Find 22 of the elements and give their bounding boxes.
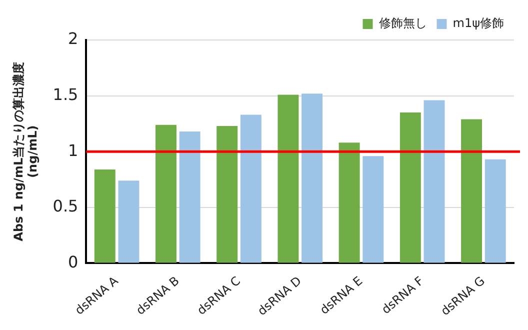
bar	[94, 169, 116, 263]
y-axis-title: Abs 1 ng/mL当たりの算出濃度 (ng/mL)	[11, 62, 40, 242]
bar	[179, 132, 200, 263]
bar	[118, 180, 140, 263]
legend-label: m1ψ修飾	[452, 16, 504, 30]
bar	[240, 114, 262, 263]
bar	[302, 94, 323, 263]
bar	[156, 124, 176, 263]
legend-label: 修飾無し	[378, 16, 427, 30]
bar	[484, 159, 506, 263]
y-tick-label: 1.5	[52, 84, 78, 104]
bar	[400, 112, 421, 263]
y-tick-label: 2	[68, 29, 78, 48]
bar	[362, 156, 384, 263]
bar	[338, 142, 360, 263]
bar	[461, 119, 482, 263]
y-tick-label: 0.5	[52, 196, 78, 216]
y-tick-label: 1	[68, 140, 78, 160]
bar	[278, 94, 299, 263]
bar	[424, 100, 445, 263]
bar	[216, 126, 238, 263]
y-tick-label: 0	[68, 252, 78, 272]
